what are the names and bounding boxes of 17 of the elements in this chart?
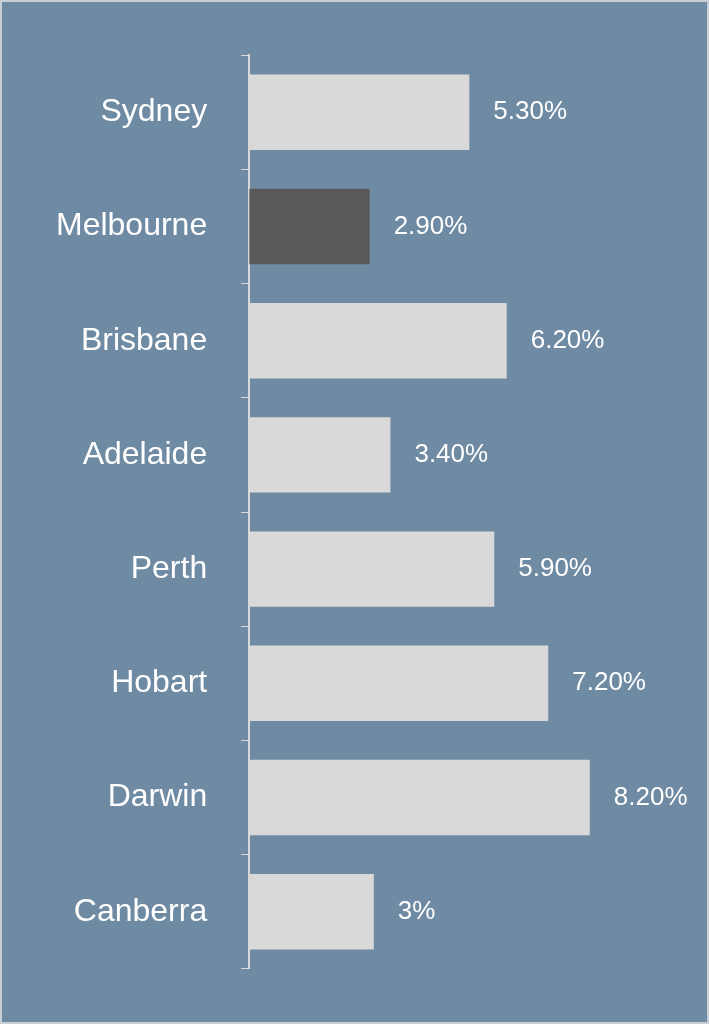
data-label: 3.40% <box>414 438 489 469</box>
data-label: 5.30% <box>493 95 568 126</box>
data-label: 3% <box>397 894 436 925</box>
y-tick-label: Hobart <box>111 663 208 700</box>
y-tick-label: Sydney <box>100 92 208 129</box>
y-tick-label: Perth <box>130 548 208 585</box>
data-label: 2.90% <box>393 209 468 240</box>
data-label: 5.90% <box>518 552 592 583</box>
y-tick-label: Melbourne <box>56 206 208 243</box>
y-tick-label: Canberra <box>73 891 208 928</box>
data-label: 8.20% <box>613 780 688 811</box>
bar <box>249 188 370 265</box>
data-label: 6.20% <box>530 323 605 354</box>
data-label: 7.20% <box>572 666 646 697</box>
y-tick-label: Darwin <box>107 777 208 814</box>
y-tick-label: Brisbane <box>80 320 208 357</box>
y-tick-label: Adelaide <box>82 434 208 471</box>
